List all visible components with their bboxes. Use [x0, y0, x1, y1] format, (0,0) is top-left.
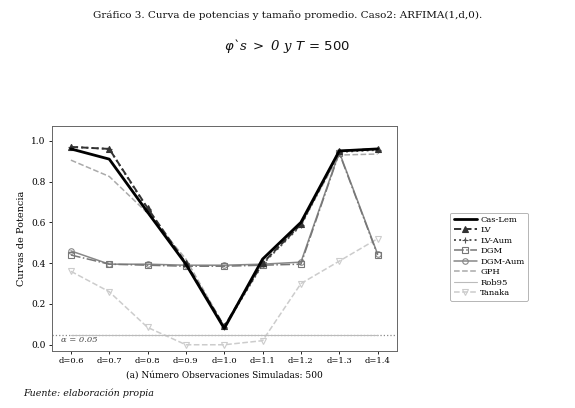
Text: Fuente: elaboración propia: Fuente: elaboración propia	[23, 388, 154, 398]
LV-Aum	[336, 149, 343, 154]
Line: DGM-Aum: DGM-Aum	[68, 149, 380, 268]
Tanaka	[221, 342, 228, 347]
LV	[67, 144, 74, 149]
Rob95	[259, 332, 266, 337]
DGM-Aum	[182, 263, 189, 268]
Cas-Lem	[67, 146, 74, 151]
Rob95	[144, 332, 151, 337]
Line: LV: LV	[68, 144, 380, 329]
DGM	[182, 264, 189, 268]
Tanaka	[106, 289, 113, 294]
GPH	[144, 211, 151, 215]
Rob95	[106, 332, 113, 337]
LV	[106, 146, 113, 151]
DGM	[297, 262, 304, 267]
Cas-Lem	[374, 146, 381, 151]
LV	[374, 146, 381, 151]
DGM-Aum	[67, 248, 74, 253]
GPH	[182, 257, 189, 262]
LV	[144, 206, 151, 211]
Cas-Lem	[144, 210, 151, 215]
Rob95	[297, 332, 304, 337]
LV-Aum	[297, 223, 304, 228]
Rob95	[336, 332, 343, 337]
Tanaka	[144, 325, 151, 330]
GPH	[221, 324, 228, 329]
GPH	[106, 174, 113, 179]
LV-Aum	[106, 146, 113, 151]
DGM	[106, 262, 113, 267]
GPH	[259, 258, 266, 263]
LV-Aum	[374, 147, 381, 152]
LV	[182, 261, 189, 266]
Cas-Lem	[336, 149, 343, 153]
DGM-Aum	[106, 262, 113, 267]
LV	[336, 149, 343, 153]
Y-axis label: Curvas de Potencia: Curvas de Potencia	[17, 191, 25, 286]
LV	[259, 261, 266, 266]
DGM-Aum	[336, 149, 343, 154]
Text: Gráfico 3. Curva de potencias y tamaño promedio. Caso2: ARFIMA(1,d,0).: Gráfico 3. Curva de potencias y tamaño p…	[93, 10, 482, 20]
Text: α = 0.05: α = 0.05	[62, 336, 98, 344]
Line: DGM: DGM	[68, 150, 380, 269]
Rob95	[374, 332, 381, 337]
GPH	[67, 157, 74, 162]
X-axis label: (a) Número Observaciones Simuladas: 500: (a) Número Observaciones Simuladas: 500	[126, 371, 323, 380]
DGM-Aum	[259, 262, 266, 267]
Line: LV-Aum: LV-Aum	[67, 143, 381, 331]
DGM	[67, 253, 74, 257]
LV	[297, 222, 304, 227]
Cas-Lem	[221, 326, 228, 331]
Tanaka	[182, 342, 189, 347]
LV-Aum	[67, 144, 74, 149]
Rob95	[67, 332, 74, 337]
GPH	[336, 153, 343, 157]
Tanaka	[297, 281, 304, 286]
LV-Aum	[144, 206, 151, 211]
Line: Cas-Lem: Cas-Lem	[71, 149, 378, 328]
GPH	[374, 151, 381, 156]
Tanaka	[67, 269, 74, 274]
LV	[221, 324, 228, 329]
DGM	[259, 263, 266, 268]
GPH	[297, 222, 304, 227]
Legend: Cas-Lem, LV, LV-Aum, DGM, DGM-Aum, GPH, Rob95, Tanaka: Cas-Lem, LV, LV-Aum, DGM, DGM-Aum, GPH, …	[450, 213, 528, 301]
LV-Aum	[259, 262, 266, 267]
DGM	[221, 264, 228, 268]
Rob95	[182, 332, 189, 337]
DGM	[374, 253, 381, 257]
DGM-Aum	[144, 262, 151, 267]
Cas-Lem	[297, 220, 304, 225]
DGM-Aum	[221, 263, 228, 268]
Rob95	[221, 332, 228, 337]
Tanaka	[259, 338, 266, 343]
LV-Aum	[221, 325, 228, 330]
Text: $\varphi$`s $>$ 0 y $T\,=\,500$: $\varphi$`s $>$ 0 y $T\,=\,500$	[224, 37, 351, 55]
Cas-Lem	[259, 257, 266, 262]
Cas-Lem	[182, 262, 189, 267]
DGM-Aum	[374, 251, 381, 256]
DGM	[336, 151, 343, 155]
Tanaka	[336, 259, 343, 264]
Cas-Lem	[106, 157, 113, 162]
DGM	[144, 263, 151, 268]
Tanaka	[374, 236, 381, 241]
Line: Tanaka: Tanaka	[67, 235, 381, 348]
Line: GPH: GPH	[71, 154, 378, 326]
LV-Aum	[182, 262, 189, 267]
DGM-Aum	[297, 259, 304, 264]
